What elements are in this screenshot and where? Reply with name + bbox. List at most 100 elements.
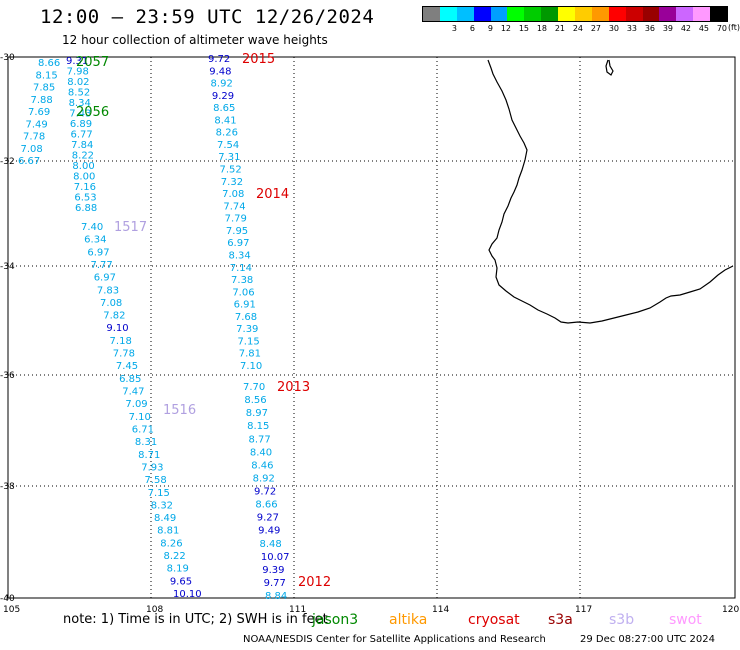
wave-height-value: 7.39 bbox=[236, 324, 258, 335]
x-tick-label: 114 bbox=[432, 605, 449, 615]
legend-label: 42 bbox=[680, 24, 691, 33]
wave-height-value: 6.97 bbox=[94, 273, 116, 284]
map-title: 12:00 — 23:59 UTC 12/26/2024 bbox=[40, 6, 375, 28]
wave-height-value: 7.06 bbox=[232, 287, 254, 298]
wave-height-value: 7.84 bbox=[71, 140, 93, 151]
satellite-label: swot bbox=[669, 612, 702, 628]
satellite-label: cryosat bbox=[468, 612, 520, 628]
wave-height-value: 7.40 bbox=[81, 222, 103, 233]
wave-height-value: 7.08 bbox=[100, 298, 122, 309]
wave-height-value: 7.74 bbox=[223, 201, 245, 212]
wave-height-value: 8.22 bbox=[163, 551, 185, 562]
wave-height-value: 9.27 bbox=[257, 513, 279, 524]
track-label: 1516 bbox=[163, 403, 196, 418]
legend-label: 9 bbox=[487, 24, 493, 33]
legend-label: 36 bbox=[644, 24, 655, 33]
wave-height-value: 9.49 bbox=[258, 526, 280, 537]
wave-height-value: 7.14 bbox=[230, 263, 252, 274]
wave-height-value: 8.15 bbox=[36, 70, 58, 81]
wave-height-value: 7.08 bbox=[222, 189, 244, 200]
wave-height-value: 9.77 bbox=[264, 578, 286, 589]
wave-height-value: 7.32 bbox=[221, 177, 243, 188]
track-label: 2015 bbox=[242, 52, 275, 67]
legend-label: 70 bbox=[716, 24, 727, 33]
wave-height-value: 10.07 bbox=[261, 552, 290, 563]
wave-height-value: 8.15 bbox=[247, 421, 269, 432]
wave-height-value: 7.16 bbox=[74, 182, 96, 193]
legend-swatch bbox=[693, 7, 711, 21]
credit-line: NOAA/NESDIS Center for Satellite Applica… bbox=[243, 634, 546, 645]
y-tick-label: -38 bbox=[0, 482, 15, 492]
legend-swatch bbox=[490, 7, 508, 21]
coastline-western-australia bbox=[487, 59, 734, 324]
legend-label: 21 bbox=[554, 24, 565, 33]
track-label: 2014 bbox=[256, 187, 289, 202]
legend-swatch bbox=[524, 7, 542, 21]
wave-height-value: 8.65 bbox=[213, 103, 235, 114]
wave-height-value: 8.92 bbox=[211, 79, 233, 90]
wave-height-value: 9.10 bbox=[106, 323, 128, 334]
track-label: 2057 bbox=[76, 55, 109, 70]
wave-height-value: 7.49 bbox=[26, 119, 48, 130]
wave-height-value: 8.66 bbox=[38, 58, 60, 69]
wave-height-value: 8.00 bbox=[72, 161, 94, 172]
wave-height-value: 6.89 bbox=[70, 119, 92, 130]
wave-height-value: 6.34 bbox=[84, 235, 106, 246]
legend-swatch bbox=[558, 7, 576, 21]
legend-swatch bbox=[507, 7, 525, 21]
wave-height-value: 7.15 bbox=[237, 336, 259, 347]
wave-height-value: 6.88 bbox=[75, 203, 97, 214]
legend-swatch bbox=[642, 7, 660, 21]
wave-height-legend: 3 6 9 12 15 18 21 24 27 30 33 36 39 42 45 70 (ft) bbox=[422, 6, 740, 36]
wave-height-value: 7.09 bbox=[125, 399, 147, 410]
wave-height-value: 7.58 bbox=[144, 475, 166, 486]
wave-height-value: 7.52 bbox=[220, 165, 242, 176]
legend-swatch bbox=[676, 7, 694, 21]
wave-height-value: 7.54 bbox=[217, 140, 239, 151]
legend-swatch bbox=[456, 7, 474, 21]
wave-height-value: 8.49 bbox=[154, 513, 176, 524]
wave-height-value: 8.31 bbox=[135, 437, 157, 448]
x-tick-label: 117 bbox=[575, 605, 592, 615]
wave-height-value: 7.78 bbox=[113, 349, 135, 360]
legend-label: 27 bbox=[590, 24, 601, 33]
wave-height-value: 10.10 bbox=[173, 589, 202, 600]
legend-swatch bbox=[423, 7, 440, 21]
legend-label: 6 bbox=[469, 24, 475, 33]
wave-height-value: 7.31 bbox=[218, 152, 240, 163]
wave-height-value: 7.15 bbox=[148, 488, 170, 499]
wave-height-value: 9.48 bbox=[209, 66, 231, 77]
track-labels: 2057 2056 1517 1516 2015 2014 2013 2012 bbox=[76, 52, 331, 590]
footer-note: note: 1) Time is in UTC; 2) SWH is in fe… bbox=[63, 612, 328, 627]
wave-height-value: 7.08 bbox=[21, 144, 43, 155]
wave-height-value: 6.85 bbox=[119, 374, 141, 385]
wave-height-value: 6.91 bbox=[234, 300, 256, 311]
wave-height-value: 7.10 bbox=[240, 361, 262, 372]
wave-height-value: 8.56 bbox=[244, 395, 266, 406]
wave-height-value: 9.39 bbox=[262, 565, 284, 576]
wave-height-value: 8.40 bbox=[250, 447, 272, 458]
wave-height-value: 7.79 bbox=[225, 214, 247, 225]
x-tick-label: 120 bbox=[722, 605, 739, 615]
wave-height-value: 9.65 bbox=[170, 576, 192, 587]
x-tick-label: 111 bbox=[289, 605, 306, 615]
wave-height-value: 6.67 bbox=[18, 156, 40, 167]
wave-height-value: 8.19 bbox=[167, 564, 189, 575]
wave-height-value: 8.02 bbox=[67, 77, 89, 88]
wave-height-value: 8.26 bbox=[216, 128, 238, 139]
wave-height-value: 9.29 bbox=[212, 91, 234, 102]
legend-label: 39 bbox=[662, 24, 673, 33]
wave-height-value: 7.98 bbox=[67, 67, 89, 78]
track-label: 2056 bbox=[76, 105, 109, 120]
satellite-label: s3b bbox=[609, 612, 635, 628]
legend-swatch bbox=[439, 7, 457, 21]
wave-height-value: 7.38 bbox=[231, 275, 253, 286]
wave-height-value: 8.34 bbox=[69, 98, 91, 109]
wave-height-value: 7.45 bbox=[116, 361, 138, 372]
satellite-label: s3a bbox=[548, 612, 573, 628]
y-tick-label: -36 bbox=[0, 371, 15, 381]
satellite-label: altika bbox=[389, 612, 428, 628]
wave-height-value: 8.34 bbox=[228, 250, 250, 261]
wave-height-value: 8.71 bbox=[138, 450, 160, 461]
